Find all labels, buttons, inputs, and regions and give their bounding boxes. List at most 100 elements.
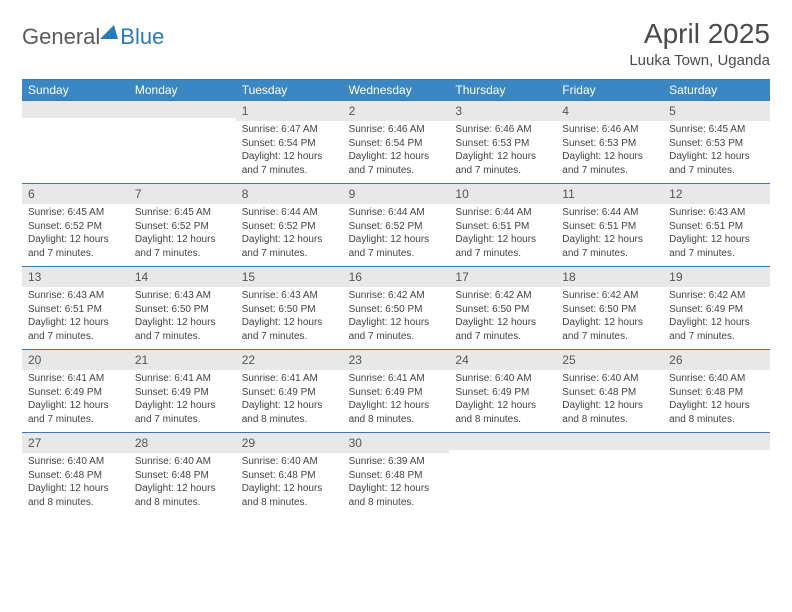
calendar-cell: 14 Sunrise: 6:43 AMSunset: 6:50 PMDayligh… (129, 267, 236, 349)
day-number: 26 (669, 353, 682, 367)
daylight-text: and 8 minutes. (562, 413, 657, 427)
sunset-text: Sunset: 6:49 PM (28, 386, 123, 400)
day-number: 21 (135, 353, 148, 367)
day-details: Sunrise: 6:41 AMSunset: 6:49 PMDaylight:… (343, 370, 450, 430)
calendar-cell: 24Sunrise: 6:40 AMSunset: 6:49 PMDayligh… (449, 350, 556, 432)
day-number-row: 5 (663, 101, 770, 121)
day-number: 23 (349, 353, 362, 367)
daylight-text: and 7 minutes. (242, 164, 337, 178)
day-details: Sunrise: 6:43 AMSunset: 6:50 PMDaylight:… (236, 287, 343, 347)
daylight-text: and 8 minutes. (135, 496, 230, 510)
calendar-cell: 4Sunrise: 6:46 AMSunset: 6:53 PMDaylight… (556, 101, 663, 183)
sunset-text: Sunset: 6:51 PM (28, 303, 123, 317)
daylight-text: Daylight: 12 hours (669, 233, 764, 247)
daylight-text: Daylight: 12 hours (135, 233, 230, 247)
calendar-cell: 2Sunrise: 6:46 AMSunset: 6:54 PMDaylight… (343, 101, 450, 183)
sunset-text: Sunset: 6:49 PM (349, 386, 444, 400)
sunrise-text: Sunrise: 6:47 AM (242, 123, 337, 137)
day-number: 14 (135, 270, 148, 284)
daylight-text: and 7 minutes. (349, 164, 444, 178)
daylight-text: Daylight: 12 hours (455, 233, 550, 247)
sunset-text: Sunset: 6:50 PM (242, 303, 337, 317)
sunrise-text: Sunrise: 6:45 AM (669, 123, 764, 137)
sunset-text: Sunset: 6:50 PM (349, 303, 444, 317)
day-number: 4 (562, 104, 569, 118)
daylight-text: Daylight: 12 hours (349, 482, 444, 496)
page-header: General Blue April 2025 Luuka Town, Ugan… (22, 18, 770, 69)
day-header: Monday (129, 80, 236, 100)
calendar-cell: 1Sunrise: 6:47 AMSunset: 6:54 PMDaylight… (236, 101, 343, 183)
day-number-row (663, 433, 770, 450)
sunrise-text: Sunrise: 6:40 AM (135, 455, 230, 469)
page-title: April 2025 (629, 18, 770, 50)
daylight-text: Daylight: 12 hours (562, 399, 657, 413)
daylight-text: and 7 minutes. (562, 330, 657, 344)
daylight-text: and 7 minutes. (242, 330, 337, 344)
daylight-text: and 7 minutes. (562, 164, 657, 178)
sunrise-text: Sunrise: 6:42 AM (562, 289, 657, 303)
logo-text-blue: Blue (120, 24, 164, 50)
daylight-text: Daylight: 12 hours (349, 316, 444, 330)
day-number-row: 17 (449, 267, 556, 287)
day-number: 9 (349, 187, 356, 201)
sunrise-text: Sunrise: 6:44 AM (455, 206, 550, 220)
daylight-text: and 7 minutes. (28, 330, 123, 344)
day-number: 6 (28, 187, 35, 201)
calendar-cell: 30Sunrise: 6:39 AMSunset: 6:48 PMDayligh… (343, 433, 450, 515)
day-header: Thursday (449, 80, 556, 100)
sunset-text: Sunset: 6:50 PM (455, 303, 550, 317)
sunset-text: Sunset: 6:49 PM (242, 386, 337, 400)
day-details: Sunrise: 6:45 AMSunset: 6:52 PMDaylight:… (129, 204, 236, 264)
daylight-text: Daylight: 12 hours (562, 233, 657, 247)
daylight-text: and 7 minutes. (135, 330, 230, 344)
calendar-cell: 5Sunrise: 6:45 AMSunset: 6:53 PMDaylight… (663, 101, 770, 183)
day-header: Tuesday (236, 80, 343, 100)
calendar-cell: 6Sunrise: 6:45 AMSunset: 6:52 PMDaylight… (22, 184, 129, 266)
sunset-text: Sunset: 6:53 PM (669, 137, 764, 151)
day-number: 24 (455, 353, 468, 367)
logo-text-general: General (22, 24, 100, 50)
day-number-row: 22 (236, 350, 343, 370)
day-number-row: 10 (449, 184, 556, 204)
daylight-text: Daylight: 12 hours (28, 233, 123, 247)
day-details: Sunrise: 6:40 AMSunset: 6:48 PMDaylight:… (236, 453, 343, 513)
calendar-cell: 13Sunrise: 6:43 AMSunset: 6:51 PMDayligh… (22, 267, 129, 349)
day-details: Sunrise: 6:43 AMSunset: 6:50 PMDaylight:… (129, 287, 236, 347)
sunset-text: Sunset: 6:51 PM (562, 220, 657, 234)
calendar-cell: 18Sunrise: 6:42 AMSunset: 6:50 PMDayligh… (556, 267, 663, 349)
calendar-cell (22, 101, 129, 183)
calendar: SundayMondayTuesdayWednesdayThursdayFrid… (22, 79, 770, 515)
sunset-text: Sunset: 6:53 PM (455, 137, 550, 151)
day-number-row: 26 (663, 350, 770, 370)
day-details: Sunrise: 6:44 AMSunset: 6:52 PMDaylight:… (236, 204, 343, 264)
day-number: 15 (242, 270, 255, 284)
daylight-text: Daylight: 12 hours (455, 316, 550, 330)
day-number: 18 (562, 270, 575, 284)
location-text: Luuka Town, Uganda (629, 52, 770, 69)
calendar-cell: 15 Sunrise: 6:43 AMSunset: 6:50 PMDayligh… (236, 267, 343, 349)
day-details: Sunrise: 6:42 AMSunset: 6:50 PMDaylight:… (343, 287, 450, 347)
day-number-row: 20 (22, 350, 129, 370)
sunrise-text: Sunrise: 6:45 AM (135, 206, 230, 220)
calendar-cell: 7 Sunrise: 6:45 AMSunset: 6:52 PMDaylight… (129, 184, 236, 266)
logo: General Blue (22, 18, 164, 50)
day-number-row: 15 (236, 267, 343, 287)
sunset-text: Sunset: 6:54 PM (349, 137, 444, 151)
sunrise-text: Sunrise: 6:41 AM (242, 372, 337, 386)
sunrise-text: Sunrise: 6:41 AM (349, 372, 444, 386)
day-number-row: 7 (129, 184, 236, 204)
day-number: 8 (242, 187, 249, 201)
daylight-text: Daylight: 12 hours (242, 482, 337, 496)
sunrise-text: Sunrise: 6:44 AM (242, 206, 337, 220)
day-details: Sunrise: 6:45 AMSunset: 6:53 PMDaylight:… (663, 121, 770, 181)
day-number-row (556, 433, 663, 450)
sunrise-text: Sunrise: 6:40 AM (455, 372, 550, 386)
day-details: Sunrise: 6:39 AMSunset: 6:48 PMDaylight:… (343, 453, 450, 513)
day-header: Sunday (22, 80, 129, 100)
sunset-text: Sunset: 6:49 PM (669, 303, 764, 317)
day-number: 7 (135, 187, 142, 201)
calendar-cell: 10Sunrise: 6:44 AMSunset: 6:51 PMDayligh… (449, 184, 556, 266)
week-row: 1Sunrise: 6:47 AMSunset: 6:54 PMDaylight… (22, 100, 770, 183)
sunset-text: Sunset: 6:51 PM (669, 220, 764, 234)
calendar-cell: 19Sunrise: 6:42 AMSunset: 6:49 PMDayligh… (663, 267, 770, 349)
